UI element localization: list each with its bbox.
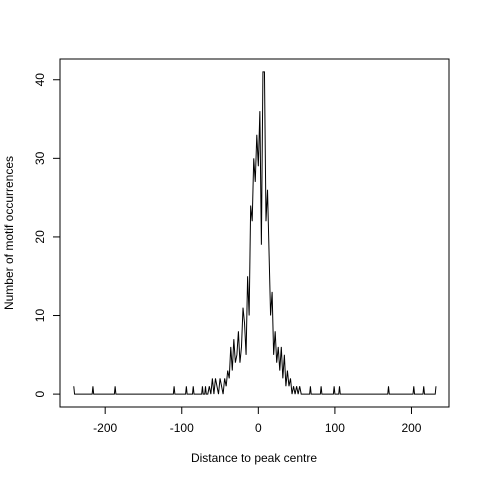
y-tick-label: 20 [33, 230, 47, 244]
x-tick-label: -200 [93, 421, 117, 435]
x-tick-label: 200 [401, 421, 421, 435]
x-axis-label: Distance to peak centre [191, 451, 317, 465]
x-tick-label: -100 [170, 421, 194, 435]
x-tick-label: 100 [325, 421, 345, 435]
x-tick-label: 0 [255, 421, 262, 435]
data-line [73, 71, 437, 395]
y-tick-label: 30 [33, 151, 47, 165]
y-tick-label: 0 [33, 390, 47, 397]
y-axis-label: Number of motif occurrences [2, 156, 16, 310]
y-tick-label: 10 [33, 309, 47, 323]
y-tick-label: 40 [33, 73, 47, 87]
plot-box [59, 58, 450, 408]
